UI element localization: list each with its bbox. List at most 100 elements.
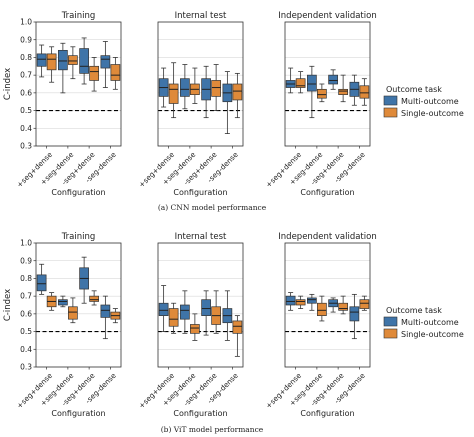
box-single	[190, 67, 200, 104]
box-iqr	[190, 324, 200, 334]
box-iqr	[359, 85, 370, 99]
legend-title: Outcome task	[386, 85, 442, 94]
x-axis-label: Configuration	[173, 188, 227, 197]
box-single	[295, 295, 306, 309]
box-multi	[349, 74, 360, 106]
box-single	[168, 302, 179, 334]
box-single	[89, 57, 99, 92]
box-multi	[285, 292, 296, 311]
box-multi	[100, 41, 111, 88]
box-single	[211, 64, 221, 111]
y-tick-label: 0.7	[20, 71, 32, 80]
panel-frame	[157, 21, 244, 147]
box-iqr	[168, 308, 179, 327]
box-multi	[100, 295, 111, 340]
box-iqr	[317, 88, 327, 99]
panel-title: Training	[61, 232, 96, 242]
legend-title: Outcome task	[386, 306, 442, 315]
box-single	[317, 83, 327, 103]
x-axis-label: Configuration	[300, 188, 354, 197]
panel-title: Training	[61, 11, 96, 21]
box-multi	[58, 42, 68, 94]
box-single	[211, 290, 221, 334]
y-tick-label: 0.9	[20, 256, 32, 265]
box-multi	[79, 37, 89, 85]
y-tick-label: 0.4	[20, 124, 32, 133]
panel-frame	[284, 242, 371, 368]
x-axis-label: Configuration	[300, 409, 354, 418]
legend-vit: Outcome task Multi-outcome Single-outcom…	[383, 306, 464, 339]
box-single	[359, 295, 370, 311]
box-iqr	[307, 297, 317, 304]
box-multi	[222, 290, 233, 341]
panel-title: Internal test	[175, 232, 227, 242]
panel-title: Independent validation	[278, 232, 376, 242]
box-multi	[158, 285, 169, 332]
box-multi	[201, 290, 211, 336]
box-multi	[36, 263, 47, 295]
box-iqr	[295, 78, 306, 88]
box-multi	[222, 71, 233, 135]
x-axis-label: Configuration	[51, 188, 105, 197]
box-single	[110, 308, 121, 324]
box-multi	[349, 293, 360, 340]
y-tick-label: 1.0	[20, 18, 32, 27]
box-single	[46, 46, 57, 83]
y-tick-label: 0.6	[20, 88, 32, 97]
box-iqr	[295, 299, 306, 306]
box-single	[110, 57, 121, 90]
y-tick-label: 0.7	[20, 292, 32, 301]
legend-swatch-single	[383, 328, 398, 339]
box-iqr	[232, 83, 243, 101]
box-single	[232, 315, 243, 357]
box-iqr	[232, 320, 243, 334]
box-iqr	[180, 304, 190, 320]
box-iqr	[100, 55, 111, 69]
box-multi	[58, 295, 68, 308]
box-multi	[285, 67, 296, 94]
box-single	[168, 62, 179, 119]
box-iqr	[211, 80, 221, 97]
box-iqr	[307, 74, 317, 92]
box-iqr	[89, 65, 99, 81]
box-iqr	[79, 48, 89, 74]
box-multi	[307, 65, 317, 119]
y-tick-label: 0.9	[20, 35, 32, 44]
box-iqr	[328, 74, 338, 85]
box-iqr	[338, 302, 348, 311]
y-tick-label: 0.8	[20, 53, 32, 62]
legend-label-single: Single-outcome	[401, 109, 464, 118]
y-tick-label: 0.5	[20, 106, 32, 115]
box-iqr	[58, 49, 68, 71]
panel-frame	[35, 242, 122, 368]
y-tick-label: 0.3	[20, 363, 32, 372]
legend-label-single: Single-outcome	[401, 330, 464, 339]
box-single	[338, 74, 348, 103]
legend-cnn: Outcome task Multi-outcome Single-outcom…	[383, 85, 464, 118]
box-iqr	[180, 78, 190, 97]
caption-b: (b) ViT model performance	[161, 425, 264, 434]
box-iqr	[36, 274, 47, 292]
box-iqr	[46, 53, 57, 71]
panel-frame	[284, 21, 371, 147]
box-single	[295, 71, 306, 94]
box-single	[190, 313, 200, 341]
caption-a: (a) CNN model performance	[158, 203, 267, 212]
box-iqr	[158, 302, 169, 316]
box-iqr	[285, 295, 296, 306]
panel-frame	[35, 21, 122, 147]
box-single	[232, 72, 243, 119]
box-multi	[36, 44, 47, 78]
box-iqr	[349, 306, 360, 322]
box-iqr	[317, 302, 327, 316]
box-iqr	[68, 55, 78, 65]
box-iqr	[110, 64, 121, 81]
y-axis-label: C-index	[3, 68, 13, 100]
box-single	[46, 292, 57, 311]
legend-swatch-single	[383, 107, 398, 118]
legend-label-multi: Multi-outcome	[401, 97, 459, 106]
box-single	[338, 295, 348, 315]
box-single	[317, 295, 327, 322]
y-tick-label: 1.0	[20, 239, 32, 248]
